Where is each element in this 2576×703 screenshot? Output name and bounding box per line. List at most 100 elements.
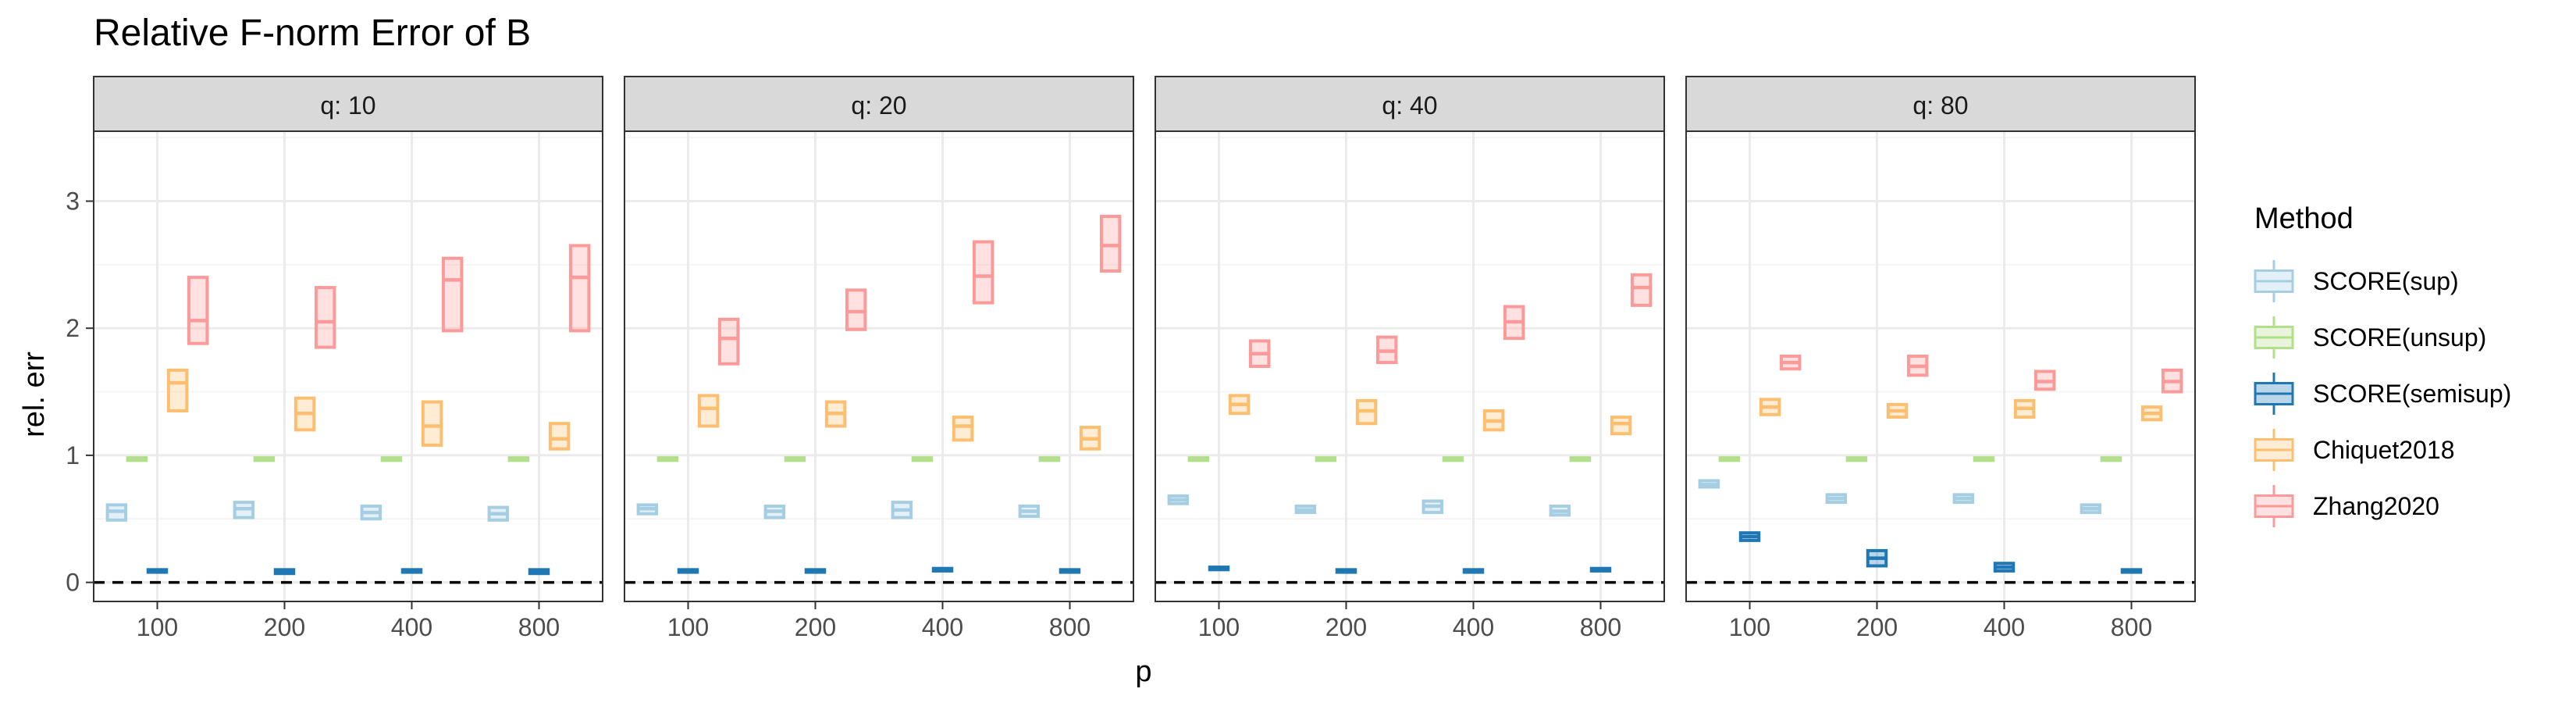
box-mark [146,568,169,574]
box-body [1099,215,1122,273]
x-tick-label: 800 [1049,613,1091,641]
box-mark [1698,479,1720,489]
box-mark [2033,369,2056,391]
box-mark [1866,548,1888,568]
box-mark [105,503,128,522]
x-tick-label: 100 [667,613,709,641]
box-mark [507,456,530,462]
box-mark [1442,456,1464,462]
x-tick-label: 800 [2111,613,2152,641]
facet-panel: q: 20 100 200 400 800 [624,76,1134,641]
box-mark [2100,456,2122,462]
box-mark [1167,494,1190,505]
box-body [568,244,591,333]
box-mark [1630,273,1653,307]
box-mark [253,456,276,462]
box-mark [1503,305,1525,341]
box-body [717,317,740,366]
plot-area [1686,131,2195,601]
box-mark [911,456,934,462]
box-mark [441,256,464,333]
box-mark [1018,504,1041,518]
facet-strip-label: q: 20 [851,91,906,120]
box-mark [1248,339,1271,369]
box-mark [548,422,571,451]
box-mark [677,568,699,574]
box-mark [2013,398,2036,419]
x-tick-label: 800 [518,613,560,641]
plot-area [94,131,603,601]
facet-strip-label: q: 10 [320,91,375,120]
x-tick-label: 400 [391,613,432,641]
legend-title: Method [2254,202,2354,235]
legend-entry-label: Chiquet2018 [2313,436,2454,464]
box-mark [824,400,847,428]
box-mark [1759,398,1781,416]
box-mark [1375,335,1398,365]
box-mark [1549,504,1571,517]
box-mark [1187,456,1210,462]
box-mark [380,456,403,462]
box-mark [1738,531,1761,542]
box-body [1610,416,1632,436]
box-body [421,400,443,447]
box-mark [1315,456,1337,462]
box-mark [1952,493,1975,505]
box-mark [717,317,740,366]
box-body [972,240,994,305]
box-mark [804,568,827,574]
box-mark [1355,398,1378,426]
box-mark [487,505,510,522]
box-mark [1228,394,1251,416]
box-mark [1335,568,1357,574]
box-body [441,256,464,333]
facet-strip [624,76,1134,132]
box-mark [784,456,806,462]
box-mark [187,276,209,345]
box-mark [568,244,591,333]
box-body [314,286,336,349]
box-mark [400,568,423,574]
box-body [952,416,974,442]
box-mark [1993,562,2016,573]
box-mark [126,456,148,462]
box-mark [233,501,255,519]
box-body [187,276,209,345]
box-mark [528,568,550,576]
box-mark [972,240,994,305]
box-mark [1421,499,1444,515]
chart-title: Relative F-norm Error of B [94,12,531,54]
legend: Method SCORE(sup) SCORE(unsup) SCORE(semis… [2252,202,2511,527]
box-mark [1079,426,1101,451]
box-mark [314,286,336,349]
box-body [166,368,189,412]
panel-border [1155,130,1665,602]
box-body [845,288,867,331]
box-body [548,422,571,451]
facet-strip-label: q: 40 [1382,91,1437,120]
box-mark [656,456,679,462]
y-tick-label: 1 [66,441,80,469]
box-body [697,394,720,428]
box-mark [294,396,316,432]
box-mark [1779,354,1802,371]
legend-entry-label: SCORE(semisup) [2313,380,2511,408]
box-mark [1099,215,1122,273]
panel-border [93,130,603,602]
facet-strip [1155,76,1665,132]
box-mark [2080,503,2102,515]
box-mark [1906,354,1929,377]
box-mark [636,503,659,516]
x-tick-label: 100 [1198,613,1240,641]
box-mark [166,368,189,412]
panel-border [1685,130,2196,602]
box-mark [952,416,974,442]
box-mark [1825,493,1848,505]
box-mark [1589,566,1612,573]
box-mark [1208,566,1230,572]
box-mark [931,566,954,573]
x-tick-label: 200 [795,613,836,641]
box-mark [1718,456,1741,462]
box-mark [1059,568,1081,574]
